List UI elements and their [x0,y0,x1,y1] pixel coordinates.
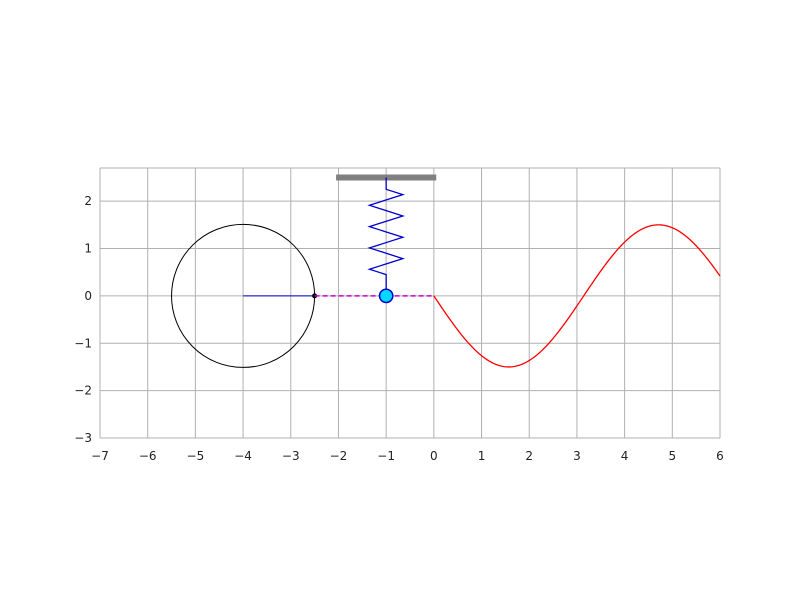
x-tick-label: −7 [91,449,109,463]
x-tick-label: −3 [282,449,300,463]
x-tick-label: 6 [716,449,724,463]
x-tick-label: 4 [621,449,629,463]
y-tick-label: −1 [74,336,92,350]
x-tick-label: −6 [139,449,157,463]
reference-circle-group [171,223,434,368]
y-tick-labels: −3 −2 −1 0 1 2 [74,194,92,445]
x-tick-label: 1 [478,449,486,463]
spring-coil [367,177,405,290]
x-tick-label: −2 [330,449,348,463]
x-tick-label: −1 [377,449,395,463]
y-tick-label: 0 [84,289,92,303]
oscillating-mass [378,288,394,304]
spring-group [336,174,437,304]
y-tick-label: 1 [84,242,92,256]
x-tick-label: 2 [525,449,533,463]
y-tick-label: −2 [74,384,92,398]
y-tick-label: −3 [74,431,92,445]
sine-wave-trace [433,224,721,368]
x-tick-label: 3 [573,449,581,463]
x-tick-label: −5 [187,449,205,463]
x-tick-labels: −7 −6 −5 −4 −3 −2 −1 0 1 2 3 4 5 6 [91,449,724,463]
wave-group [433,224,721,368]
x-tick-label: 0 [430,449,438,463]
grid [99,167,721,439]
x-tick-label: −4 [234,449,252,463]
y-tick-label: 2 [84,194,92,208]
x-tick-label: 5 [668,449,676,463]
